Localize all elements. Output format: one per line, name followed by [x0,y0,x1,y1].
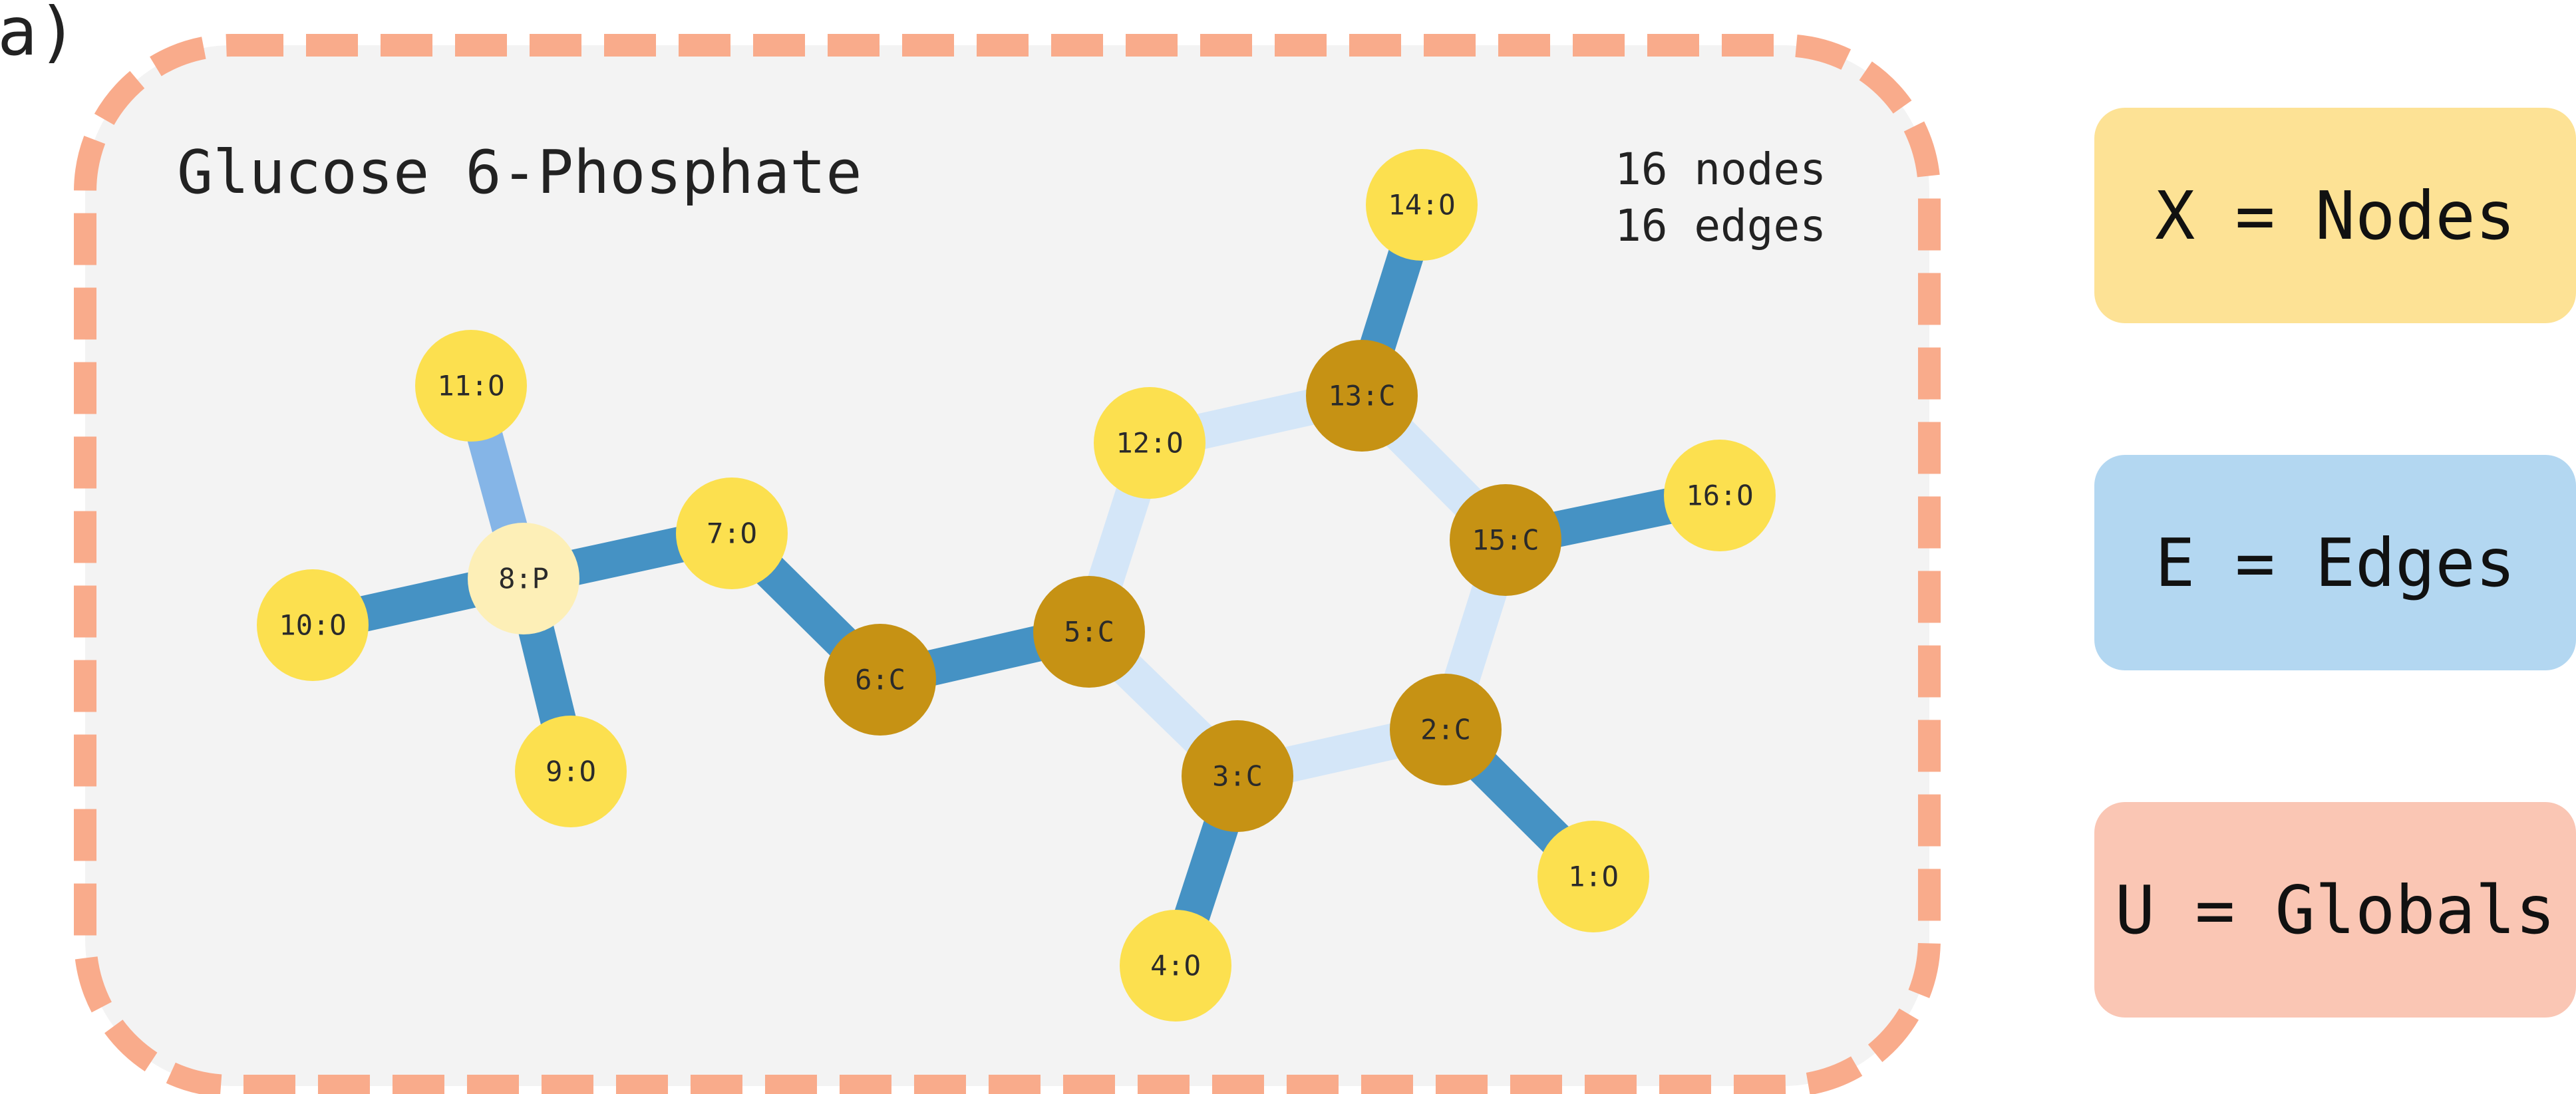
node-4O: 4:O [1120,910,1231,1022]
node-11O: 11:O [415,330,527,442]
node-circle [257,569,369,681]
edge-count: 16 edges [1615,200,1826,251]
node-count: 16 nodes [1615,144,1826,195]
node-label: 10:O [279,609,346,642]
node-label: 14:O [1388,189,1455,221]
node-circle [515,716,627,827]
node-circle [676,478,788,589]
graph-frame [74,34,1941,1094]
node-13C: 13:C [1306,340,1418,452]
node-circle [1094,387,1206,499]
node-7O: 7:O [676,478,788,589]
node-circle [1366,149,1478,261]
node-circle [468,523,579,634]
node-circle [824,624,936,736]
node-label: 13:C [1328,380,1395,412]
node-label: 8:P [498,563,549,595]
graph-title: Glucose 6-Phosphate [177,138,862,207]
legend-globals: U = Globals [2094,802,2576,1018]
node-label: 3:C [1212,760,1263,793]
node-6C: 6:C [824,624,936,736]
legend-edges: E = Edges [2094,455,2576,670]
node-label: 15:C [1472,524,1539,557]
node-circle [1306,340,1418,452]
node-label: 1:O [1568,861,1619,893]
node-5C: 5:C [1033,576,1145,688]
node-label: 11:O [437,370,504,402]
node-circle [1450,484,1561,596]
node-circle [1033,576,1145,688]
node-8P: 8:P [468,523,579,634]
node-3C: 3:C [1182,720,1293,832]
node-circle [1537,821,1649,932]
node-2C: 2:C [1390,674,1502,785]
node-circle [415,330,527,442]
node-9O: 9:O [515,716,627,827]
legend-globals-label: U = Globals [2114,871,2556,949]
legend-edges-label: E = Edges [2155,523,2515,602]
node-label: 2:C [1420,714,1471,746]
node-14O: 14:O [1366,149,1478,261]
node-10O: 10:O [257,569,369,681]
node-1O: 1:O [1537,821,1649,932]
node-circle [1120,910,1231,1022]
nodes-layer: 1:O 2:C 3:C 4:O 5:C 6:C 7:O 8:P 9:O 10:O 11:O 12:O 1… [257,149,1776,1022]
node-label: 6:C [855,664,905,696]
node-15C: 15:C [1450,484,1561,596]
node-label: 4:O [1150,950,1201,982]
legend-nodes-label: X = Nodes [2155,176,2515,255]
node-circle [1390,674,1502,785]
node-label: 9:O [546,755,596,788]
panel-label: a) [0,0,77,70]
legend-nodes: X = Nodes [2094,108,2576,323]
node-16O: 16:O [1664,440,1776,551]
node-circle [1664,440,1776,551]
node-label: 7:O [707,517,757,550]
node-label: 5:C [1064,616,1114,648]
node-circle [1182,720,1293,832]
node-label: 16:O [1686,479,1753,512]
node-label: 12:O [1116,427,1183,460]
node-12O: 12:O [1094,387,1206,499]
